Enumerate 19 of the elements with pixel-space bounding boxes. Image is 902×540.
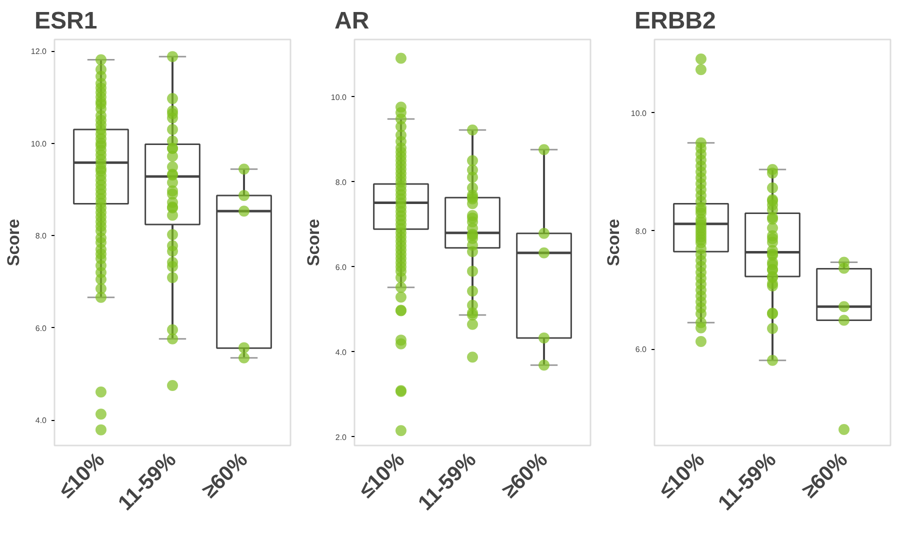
y-tick-label: 10.0: [330, 92, 348, 102]
chart-title: ESR1: [34, 8, 98, 34]
y-tick-label: 8.0: [635, 226, 648, 236]
y-tick-label: 8.0: [335, 178, 348, 187]
y-axis-title: Score: [4, 218, 23, 266]
y-axis-title: Score: [304, 218, 323, 266]
chart-title: AR: [334, 8, 370, 34]
y-tick-label: 4.0: [335, 348, 348, 357]
y-tick-label: 10.0: [630, 108, 648, 118]
y-tick-label: 12.0: [30, 47, 48, 56]
y-tick-label: 8.0: [35, 232, 48, 241]
y-tick-label: 6.0: [35, 324, 48, 333]
y-tick-label: 10.0: [30, 139, 48, 148]
y-tick-label: 6.0: [335, 262, 348, 272]
y-tick-label: 4.0: [35, 416, 48, 426]
y-tick-label: 6.0: [635, 345, 648, 354]
chart-title: ERBB2: [634, 8, 716, 34]
y-axis-title: Score: [604, 218, 623, 266]
y-tick-label: 2.0: [335, 432, 348, 442]
